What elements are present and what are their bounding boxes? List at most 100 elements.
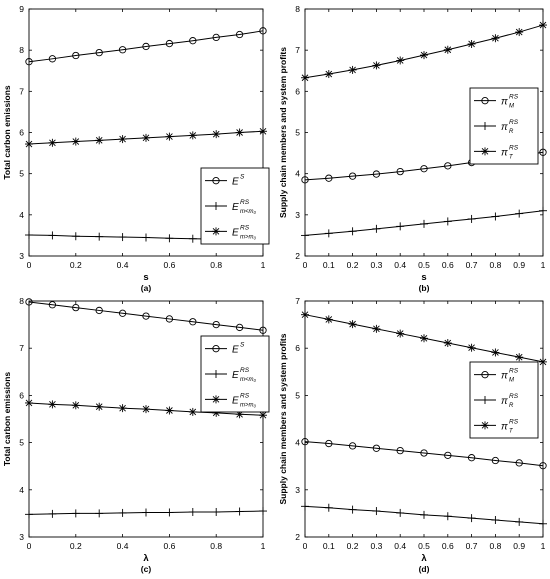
data-point-marker xyxy=(325,174,333,182)
series-line xyxy=(28,30,264,63)
series-1 xyxy=(25,298,267,334)
x-tick-label: 0.2 xyxy=(70,260,82,270)
legend-label-subscript: R xyxy=(509,403,514,409)
data-point-marker xyxy=(95,306,103,315)
data-point-marker xyxy=(118,135,127,144)
data-point-marker xyxy=(420,51,428,60)
data-point-marker xyxy=(491,212,500,221)
x-tick-label: 0.2 xyxy=(347,541,359,551)
y-tick-label: 6 xyxy=(295,86,300,96)
x-tick-label: 1 xyxy=(261,541,266,551)
legend-entry: π RS R xyxy=(474,119,519,135)
data-point-marker xyxy=(142,312,150,320)
data-point-marker xyxy=(396,446,404,455)
series-1 xyxy=(301,438,547,470)
data-point-marker xyxy=(515,28,524,37)
y-tick-label: 4 xyxy=(295,438,300,448)
data-point-marker xyxy=(95,232,104,241)
data-point-marker xyxy=(443,512,452,521)
legend-entry: E RS m>m₀ xyxy=(205,224,257,240)
data-point-marker xyxy=(25,510,33,519)
data-point-marker xyxy=(165,406,174,415)
data-point-marker xyxy=(95,402,104,411)
y-axis-label: Supply chain members and system profits xyxy=(278,47,288,218)
data-point-marker xyxy=(515,517,524,526)
y-tick-label: 8 xyxy=(19,45,24,55)
data-point-marker xyxy=(348,172,357,180)
legend-label-superscript: RS xyxy=(509,418,519,425)
x-tick-label: 0.6 xyxy=(163,260,175,270)
series-2 xyxy=(25,507,267,519)
data-point-marker xyxy=(396,508,405,517)
data-point-marker xyxy=(301,438,309,446)
x-tick-label: 0.1 xyxy=(323,260,335,270)
data-point-marker xyxy=(539,21,547,30)
data-point-marker xyxy=(142,508,150,517)
data-point-marker xyxy=(235,507,244,516)
data-point-marker xyxy=(491,348,500,357)
data-point-marker xyxy=(118,309,127,317)
data-point-marker xyxy=(301,176,309,184)
data-point-marker xyxy=(212,130,221,139)
y-tick-label: 2 xyxy=(295,532,300,542)
x-tick-label: 0.5 xyxy=(418,541,430,551)
y-tick-label: 8 xyxy=(19,296,24,306)
x-tick-label: 0.3 xyxy=(370,260,382,270)
data-point-marker xyxy=(324,503,333,512)
data-point-marker xyxy=(212,33,220,42)
x-tick-label: 0.4 xyxy=(117,260,129,270)
legend-entry: E RS m>m₀ xyxy=(205,392,257,408)
legend-entry: E RS m<m₀ xyxy=(205,199,257,215)
x-tick-label: 0.3 xyxy=(370,541,382,551)
data-point-marker xyxy=(48,400,57,409)
data-point-marker xyxy=(188,234,197,243)
x-tick-label: 0.4 xyxy=(117,541,129,551)
data-point-marker xyxy=(515,353,524,362)
legend-label-subscript: m>m₀ xyxy=(240,402,257,408)
legend-entry: E RS m<m₀ xyxy=(205,367,257,383)
data-point-marker xyxy=(443,217,452,226)
data-point-marker xyxy=(118,404,127,413)
data-point-marker xyxy=(396,167,404,176)
data-point-marker xyxy=(188,507,197,516)
legend-label-superscript: RS xyxy=(240,199,250,206)
legend-marker xyxy=(212,395,220,404)
data-point-marker xyxy=(348,442,357,450)
data-point-marker xyxy=(72,51,80,60)
data-point-marker xyxy=(539,519,547,528)
data-point-marker xyxy=(372,170,381,178)
data-point-marker xyxy=(48,231,57,240)
data-point-marker xyxy=(189,37,197,45)
legend-label-main: E xyxy=(232,395,239,406)
data-point-marker xyxy=(259,326,267,334)
panel-caption: (b) xyxy=(419,283,430,293)
series-1 xyxy=(25,27,267,66)
x-tick-label: 0.6 xyxy=(163,541,175,551)
x-axis-label: s xyxy=(143,272,148,283)
y-tick-label: 7 xyxy=(295,45,300,55)
legend-marker xyxy=(481,396,489,404)
data-point-marker xyxy=(118,46,127,54)
legend-entry: π RS R xyxy=(474,393,519,409)
legend-marker xyxy=(212,227,220,236)
data-point-marker xyxy=(324,229,333,238)
legend-marker xyxy=(212,202,220,210)
data-point-marker xyxy=(372,224,381,233)
legend-label-main: π xyxy=(501,421,508,432)
x-tick-label: 0.6 xyxy=(442,260,454,270)
x-tick-label: 0.8 xyxy=(210,260,222,270)
data-point-marker xyxy=(325,439,333,448)
x-tick-label: 0 xyxy=(27,541,32,551)
data-point-marker xyxy=(301,73,309,82)
data-point-marker xyxy=(235,323,244,332)
data-point-marker xyxy=(372,444,381,452)
legend-label-main: E xyxy=(232,202,239,213)
legend-label-main: E xyxy=(232,370,239,381)
legend-label-superscript: RS xyxy=(509,119,519,126)
y-tick-label: 6 xyxy=(19,390,24,400)
legend-label-main: E xyxy=(232,345,239,356)
data-point-marker xyxy=(188,131,197,140)
series-2 xyxy=(301,206,547,240)
legend-marker xyxy=(481,122,489,130)
